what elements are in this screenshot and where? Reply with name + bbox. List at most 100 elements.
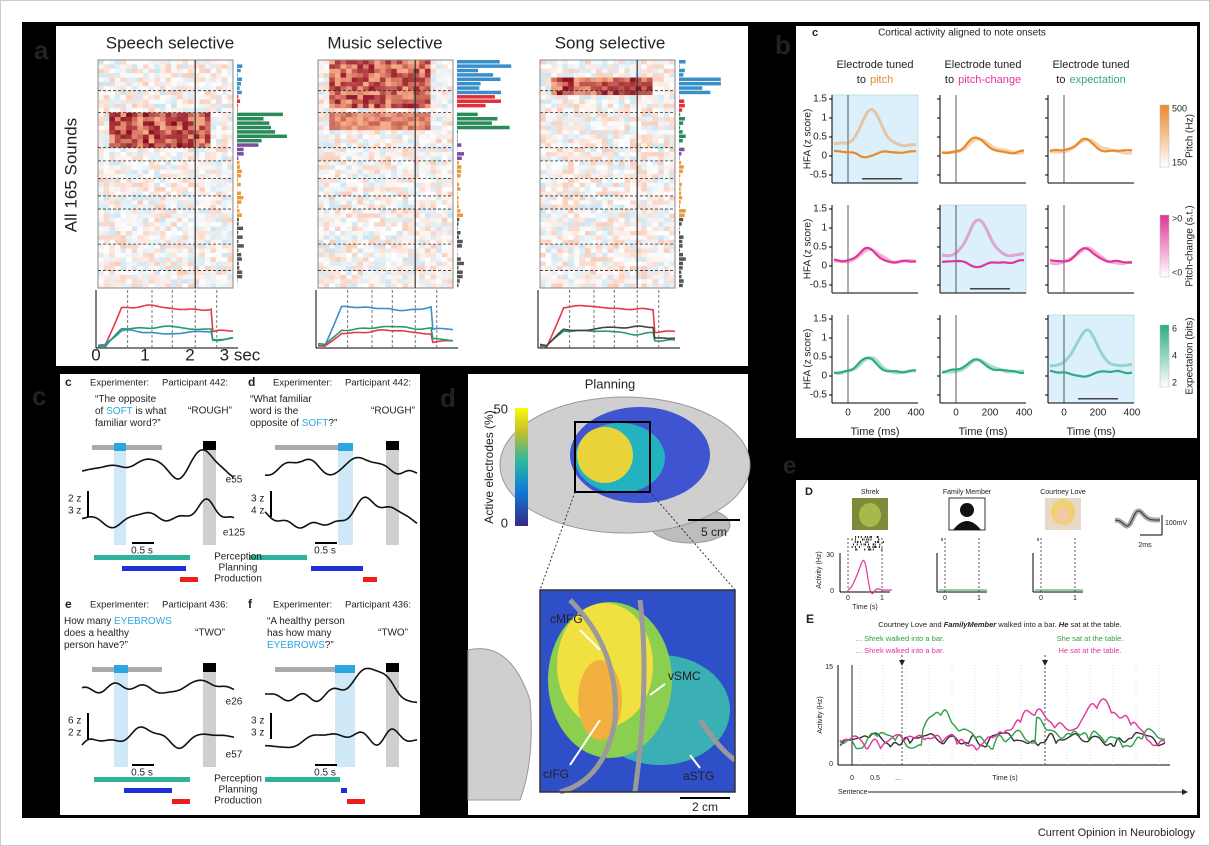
heatmap-cell: [397, 104, 403, 109]
heatmap-cell: [414, 209, 420, 214]
heatmap-cell: [329, 227, 335, 232]
heatmap-cell: [636, 91, 642, 96]
heatmap-cell: [380, 91, 386, 96]
heatmap-cell: [402, 192, 408, 197]
heatmap-cell: [447, 170, 453, 175]
heatmap-cell: [624, 262, 630, 267]
heatmap-cell: [154, 78, 160, 83]
heatmap-cell: [335, 165, 341, 170]
heatmap-cell: [154, 231, 160, 236]
heatmap-cell: [619, 86, 625, 91]
heatmap-cell: [386, 152, 392, 157]
heatmap-cell: [658, 113, 664, 118]
heatmap-cell: [149, 249, 155, 254]
heatmap-cell: [121, 121, 127, 126]
selectivity-bar: [237, 165, 240, 169]
heatmap-cell: [329, 174, 335, 179]
heatmap-cell: [608, 156, 614, 161]
stage-bar: [341, 788, 347, 793]
colorbar-label: Active electrodes (%): [482, 410, 496, 523]
heatmap-cell: [194, 143, 200, 148]
heatmap-cell: [126, 231, 132, 236]
stage-label: Perception: [214, 774, 262, 785]
heatmap-cell: [211, 117, 217, 122]
heatmap-cell: [591, 156, 597, 161]
heatmap-cell: [630, 73, 636, 78]
selectivity-bar: [237, 143, 259, 147]
heatmap-cell: [143, 209, 149, 214]
heatmap-cell: [182, 279, 188, 284]
heatmap-cell: [624, 222, 630, 227]
heatmap-cell: [591, 117, 597, 122]
selectivity-bar: [457, 205, 459, 209]
heatmap-cell: [630, 266, 636, 271]
heatmap-cell: [177, 139, 183, 144]
heatmap-cell: [132, 187, 138, 192]
heatmap-cell: [98, 126, 104, 131]
heatmap-cell: [109, 209, 115, 214]
heatmap-cell: [408, 148, 414, 153]
heatmap-cell: [425, 99, 431, 104]
heatmap-cell: [425, 253, 431, 258]
heatmap-cell: [121, 130, 127, 135]
heatmap-cell: [591, 161, 597, 166]
axis-label: HFA (z score): [803, 109, 814, 170]
heatmap-cell: [222, 183, 228, 188]
heatmap-cell: [115, 95, 121, 100]
heatmap-cell: [149, 86, 155, 91]
heatmap-cell: [425, 82, 431, 87]
heatmap-cell: [574, 91, 580, 96]
heatmap-cell: [636, 152, 642, 157]
heatmap-cell: [636, 222, 642, 227]
heatmap-cell: [194, 170, 200, 175]
heatmap-cell: [669, 253, 675, 258]
heatmap-cell: [121, 205, 127, 210]
heatmap-cell: [568, 196, 574, 201]
heatmap-cell: [357, 174, 363, 179]
heatmap-cell: [557, 91, 563, 96]
heatmap-cell: [188, 78, 194, 83]
heatmap-cell: [346, 135, 352, 140]
heatmap-cell: [624, 209, 630, 214]
heatmap-cell: [121, 279, 127, 284]
heatmap-cell: [624, 187, 630, 192]
heatmap-cell: [205, 170, 211, 175]
heatmap-cell: [98, 174, 104, 179]
heatmap-cell: [647, 178, 653, 183]
heatmap-cell: [166, 262, 172, 267]
x-tick-label: 200: [1090, 408, 1107, 419]
heatmap-cell: [591, 227, 597, 232]
heatmap-cell: [658, 183, 664, 188]
heatmap-cell: [653, 165, 659, 170]
heatmap-cell: [669, 78, 675, 83]
heatmap-cell: [121, 266, 127, 271]
heatmap-cell: [324, 130, 330, 135]
heatmap-cell: [391, 266, 397, 271]
heatmap-cell: [227, 187, 233, 192]
heatmap-cell: [619, 244, 625, 249]
heatmap-cell: [641, 270, 647, 275]
heatmap-cell: [425, 86, 431, 91]
heatmap-cell: [436, 126, 442, 131]
heatmap-cell: [137, 82, 143, 87]
heatmap-cell: [551, 143, 557, 148]
heatmap-cell: [658, 130, 664, 135]
heatmap-cell: [121, 275, 127, 280]
heatmap-cell: [329, 64, 335, 69]
selectivity-bar: [457, 78, 501, 82]
heatmap-cell: [619, 161, 625, 166]
heatmap-cell: [166, 148, 172, 153]
heatmap-cell: [222, 91, 228, 96]
heatmap-cell: [596, 231, 602, 236]
heatmap-cell: [149, 135, 155, 140]
heatmap-cell: [104, 64, 110, 69]
heatmap-cell: [591, 257, 597, 262]
heatmap-cell: [346, 279, 352, 284]
heatmap-cell: [397, 121, 403, 126]
heatmap-cell: [160, 205, 166, 210]
heatmap-cell: [188, 270, 194, 275]
heatmap-cell: [551, 161, 557, 166]
highlight-segment: He sat at the table.: [1059, 646, 1122, 655]
heatmap-cell: [160, 165, 166, 170]
heatmap-cell: [160, 78, 166, 83]
